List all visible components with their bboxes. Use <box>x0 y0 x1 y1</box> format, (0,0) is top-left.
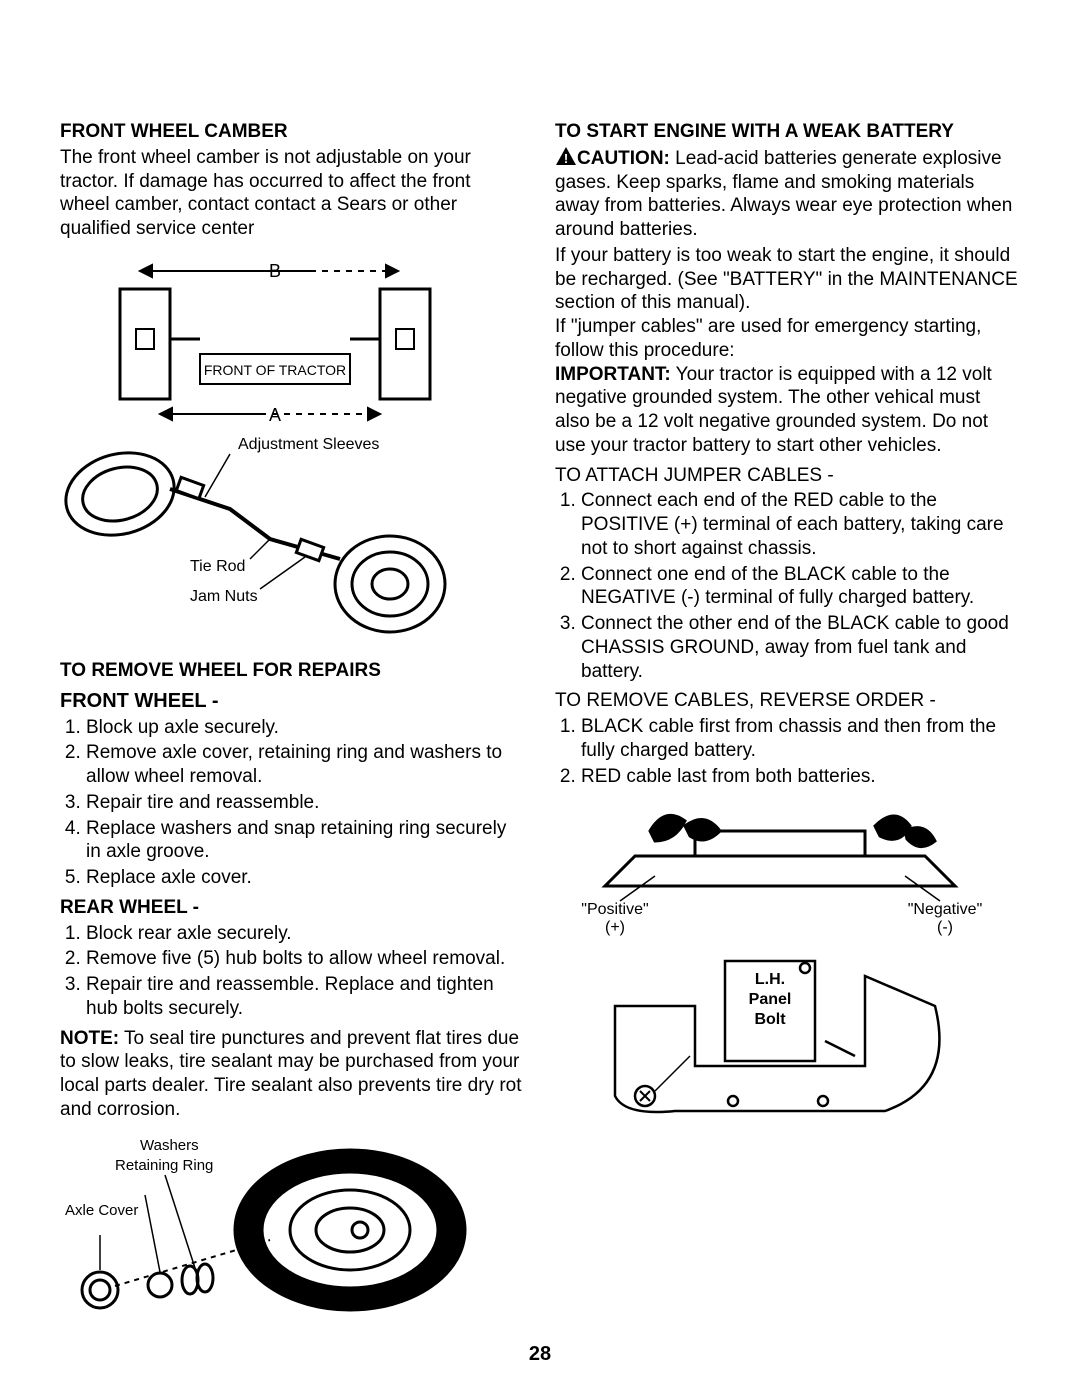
label-front-wheel: FRONT WHEEL - <box>60 689 525 714</box>
list-item: Connect each end of the RED cable to the… <box>581 489 1020 560</box>
diagram-label-axle-cover: Axle Cover <box>65 1202 138 1219</box>
list-item: Repair tire and reassemble. <box>86 791 525 815</box>
diagram-label-A: A <box>269 405 281 425</box>
caution-lead: CAUTION: <box>577 148 670 169</box>
label-rear-wheel: REAR WHEEL - <box>60 896 525 920</box>
diagram-label-front-of-tractor: FRONT OF TRACTOR <box>204 362 346 378</box>
left-column: FRONT WHEEL CAMBER The front wheel cambe… <box>60 120 525 1330</box>
warning-icon: ! <box>555 146 577 166</box>
diagram-label-retaining: Retaining Ring <box>115 1157 213 1174</box>
svg-text:!: ! <box>564 151 568 166</box>
diagram-label-negative: "Negative" <box>908 901 983 918</box>
list-item: Replace washers and snap retaining ring … <box>86 817 525 865</box>
para-recharge: If your battery is too weak to start the… <box>555 244 1020 315</box>
list-item: Block rear axle securely. <box>86 922 525 946</box>
list-item: BLACK cable first from chassis and then … <box>581 715 1020 763</box>
note-sealant: NOTE: To seal tire punctures and prevent… <box>60 1027 525 1122</box>
page-number: 28 <box>0 1343 1080 1366</box>
heading-weak-battery: TO START ENGINE WITH A WEAK BATTERY <box>555 120 1020 144</box>
label-attach-cables: TO ATTACH JUMPER CABLES - <box>555 464 1020 488</box>
heading-front-wheel-camber: FRONT WHEEL CAMBER <box>60 120 525 144</box>
list-front-wheel-steps: Block up axle securely. Remove axle cove… <box>60 716 525 890</box>
list-item: Remove axle cover, retaining ring and wa… <box>86 741 525 789</box>
diagram-battery-terminals: "Positive" (+) "Negative" (-) <box>555 796 1005 936</box>
diagram-lh-panel: L.H. Panel Bolt <box>555 946 1005 1136</box>
diagram-label-panel: Panel <box>749 991 792 1008</box>
diagram-wheel-axle: Washers Retaining Ring Axle Cover <box>60 1130 480 1320</box>
para-jumper: If "jumper cables" are used for emergenc… <box>555 315 1020 363</box>
important-block: IMPORTANT: Your tractor is equipped with… <box>555 363 1020 458</box>
right-column: TO START ENGINE WITH A WEAK BATTERY ! CA… <box>555 120 1020 1330</box>
list-remove-steps: BLACK cable first from chassis and then … <box>555 715 1020 788</box>
diagram-label-positive-sign: (+) <box>605 919 625 936</box>
important-lead: IMPORTANT: <box>555 364 671 385</box>
diagram-label-adjustment-sleeves: Adjustment Sleeves <box>238 436 379 453</box>
list-item: Repair tire and reassemble. Replace and … <box>86 973 525 1021</box>
list-item: RED cable last from both batteries. <box>581 765 1020 789</box>
diagram-label-positive: "Positive" <box>581 901 648 918</box>
diagram-label-negative-sign: (-) <box>937 919 953 936</box>
note-lead: NOTE: <box>60 1028 119 1049</box>
list-item: Connect the other end of the BLACK cable… <box>581 612 1020 683</box>
page-content: FRONT WHEEL CAMBER The front wheel cambe… <box>60 120 1020 1330</box>
diagram-label-lh: L.H. <box>755 971 785 988</box>
list-attach-steps: Connect each end of the RED cable to the… <box>555 489 1020 683</box>
note-text: To seal tire punctures and prevent flat … <box>60 1028 522 1120</box>
list-rear-wheel-steps: Block rear axle securely. Remove five (5… <box>60 922 525 1021</box>
diagram-label-jam-nuts: Jam Nuts <box>190 588 258 605</box>
list-item: Replace axle cover. <box>86 866 525 890</box>
diagram-camber: B FRONT OF TRACTOR A <box>60 249 500 649</box>
label-remove-cables: TO REMOVE CABLES, REVERSE ORDER - <box>555 689 1020 713</box>
diagram-label-bolt: Bolt <box>754 1011 786 1028</box>
list-item: Connect one end of the BLACK cable to th… <box>581 563 1020 611</box>
diagram-label-washers: Washers <box>140 1137 199 1154</box>
caution-block: ! CAUTION: Lead-acid batteries generate … <box>555 146 1020 242</box>
diagram-label-B: B <box>269 261 281 281</box>
list-item: Block up axle securely. <box>86 716 525 740</box>
list-item: Remove five (5) hub bolts to allow wheel… <box>86 947 525 971</box>
para-camber: The front wheel camber is not adjustable… <box>60 146 525 241</box>
diagram-label-tie-rod: Tie Rod <box>190 558 245 575</box>
heading-remove-wheel: TO REMOVE WHEEL FOR REPAIRS <box>60 659 525 683</box>
